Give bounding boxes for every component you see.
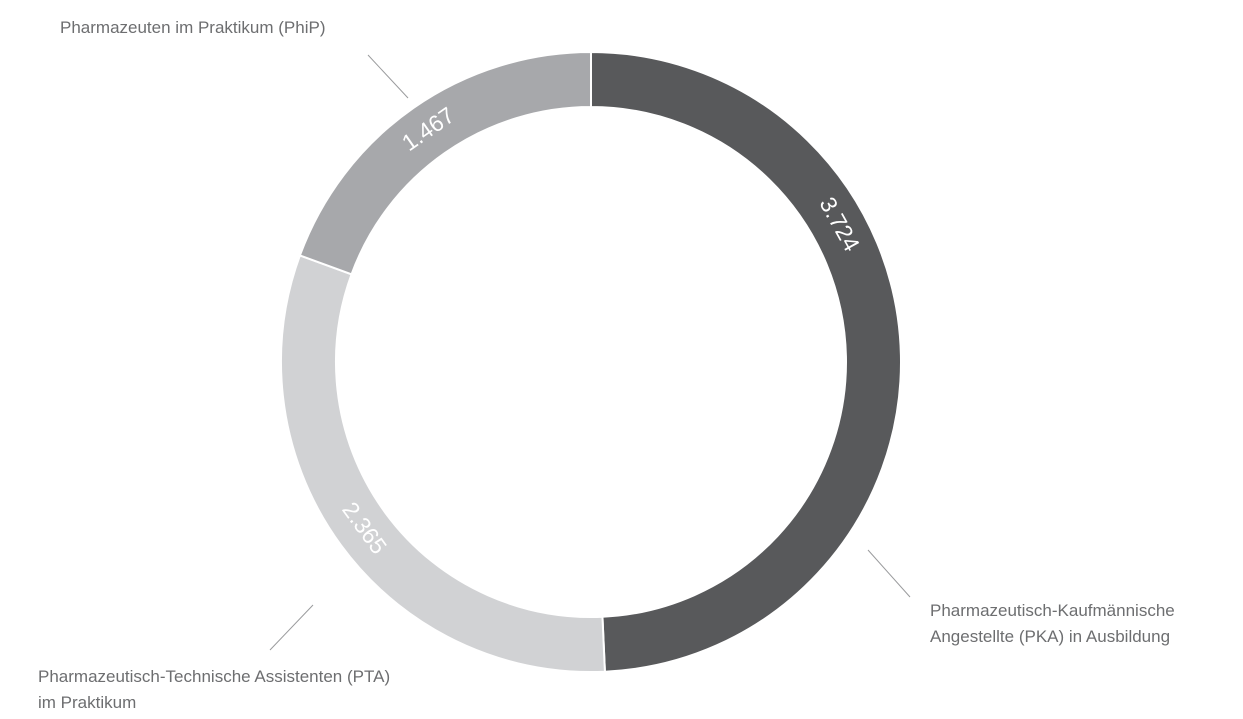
leader-line [269,604,314,651]
leader-line [367,54,409,99]
donut-segment [280,254,606,673]
category-label: Pharmazeuten im Praktikum (PhiP) [60,18,326,37]
category-label: Pharmazeutisch-Technische Assistenten (P… [38,667,391,712]
donut-segment [590,50,902,673]
category-label: Pharmazeutisch-Kaufmännische Angestellte… [930,601,1175,646]
donut-segment [298,50,592,276]
leader-line [867,549,911,598]
